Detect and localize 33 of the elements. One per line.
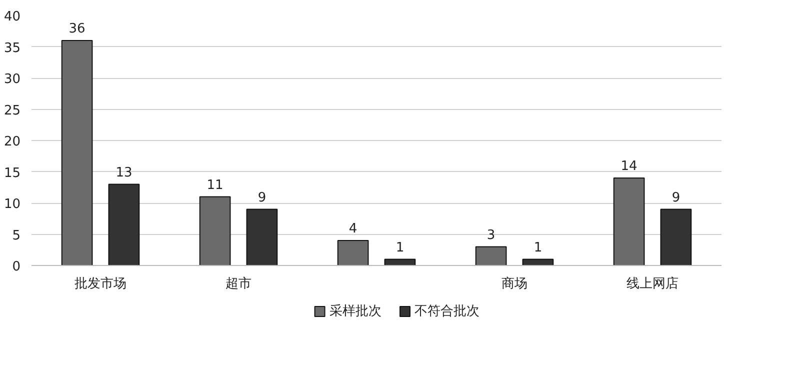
- x-tick-label: 批发市场: [74, 276, 126, 292]
- data-label: 14: [620, 159, 638, 174]
- data-label: 3: [486, 228, 496, 243]
- y-tick-label: 30: [4, 72, 21, 87]
- y-tick-label: 10: [4, 197, 21, 212]
- bar: [475, 246, 507, 266]
- data-label: 13: [116, 165, 132, 180]
- x-tick-label: 商场: [502, 276, 528, 292]
- data-label: 4: [348, 222, 358, 236]
- bar: [246, 208, 278, 266]
- bar: [337, 240, 369, 266]
- y-tick-label: 0: [12, 260, 21, 274]
- y-tick-label: 15: [4, 166, 21, 181]
- data-label: 1: [396, 240, 404, 256]
- bar: [199, 196, 231, 266]
- bar: [61, 40, 93, 266]
- legend-label: 采样批次: [329, 304, 382, 319]
- data-label: 36: [68, 22, 86, 36]
- y-tick-label: 25: [4, 103, 21, 118]
- bar: [613, 178, 645, 266]
- data-label: 11: [206, 178, 224, 193]
- data-label: 9: [672, 190, 680, 206]
- data-label: 1: [534, 240, 542, 256]
- x-tick-label: 线上网店: [626, 276, 678, 292]
- x-tick-label: 超市: [226, 276, 252, 292]
- y-tick-label: 40: [4, 10, 21, 24]
- y-tick-label: 35: [4, 40, 21, 56]
- bar: [108, 184, 140, 266]
- data-label: 9: [258, 190, 266, 206]
- y-tick-label: 5: [12, 228, 21, 244]
- y-tick-label: 20: [4, 134, 21, 150]
- bar: [660, 208, 692, 266]
- legend-label: 不符合批次: [414, 304, 480, 319]
